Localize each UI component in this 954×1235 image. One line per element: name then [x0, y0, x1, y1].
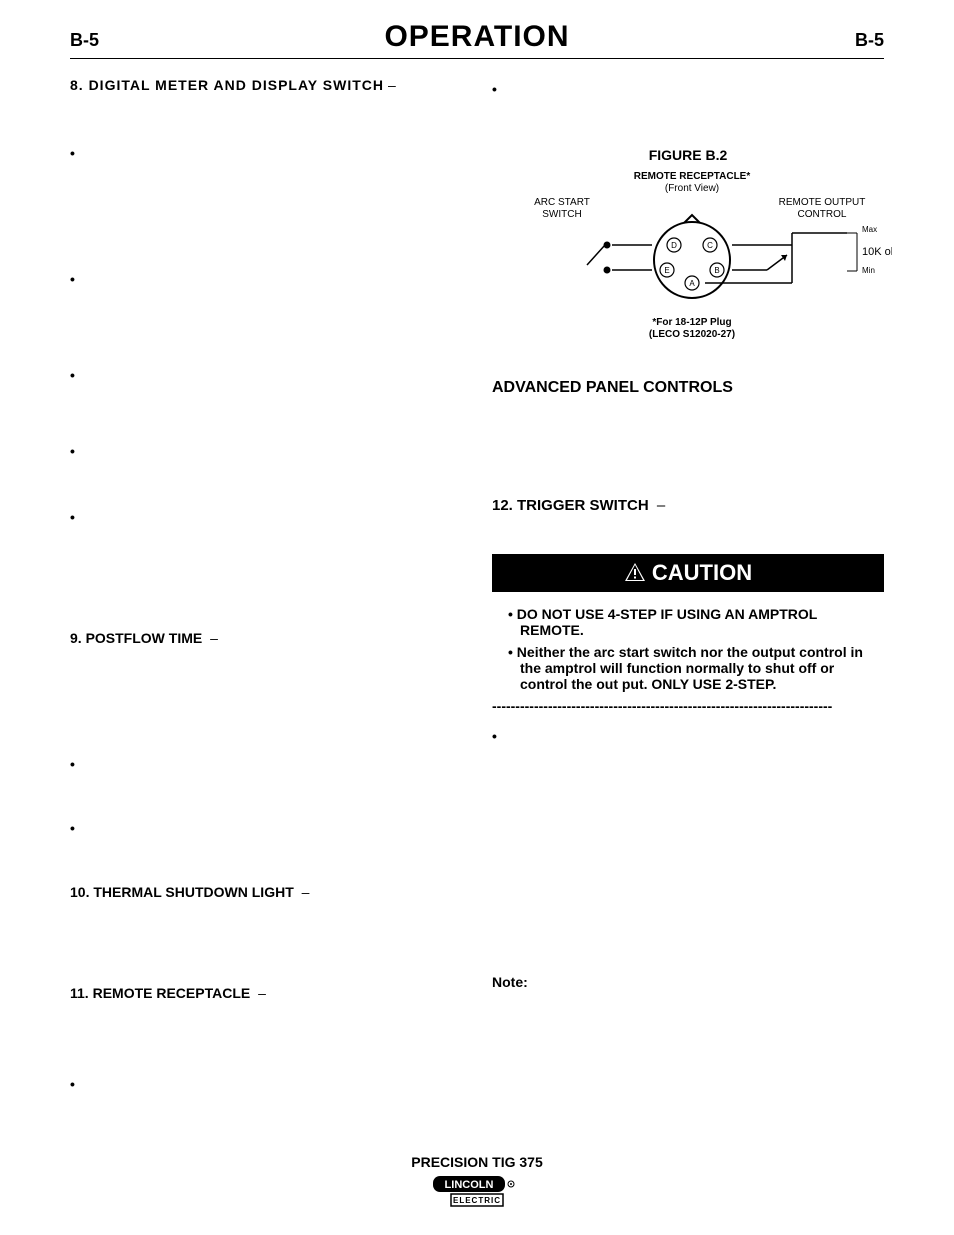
plug-note-2: (LECO S12020-27) — [649, 329, 735, 340]
svg-text:E: E — [664, 266, 669, 275]
list-item — [70, 145, 462, 161]
list-item — [70, 1076, 462, 1092]
svg-text:C: C — [707, 241, 713, 250]
front-view-label: (Front View) — [665, 183, 719, 194]
list-item — [70, 443, 462, 459]
arc-start-label: ARC START — [534, 197, 590, 208]
max-label: Max — [862, 225, 877, 234]
plug-note-1: *For 18-12P Plug — [652, 317, 731, 328]
list-item — [70, 367, 462, 383]
caution-label: CAUTION — [652, 560, 752, 585]
header-left: B-5 — [70, 30, 99, 51]
note-label: Note: — [492, 974, 884, 990]
page-header: B-5 OPERATION B-5 — [70, 20, 884, 59]
section-11-heading: 11. REMOTE RECEPTACLE — [70, 985, 462, 1001]
min-label: Min — [862, 266, 875, 275]
list-item — [70, 509, 462, 525]
section-8-bullets — [70, 145, 462, 525]
caution-bar: CAUTION — [492, 554, 884, 592]
list-item — [70, 756, 462, 772]
section-9-bullets — [70, 756, 462, 836]
ohm-label: 10K ohm — [862, 246, 892, 258]
section-9-heading: 9. POSTFLOW TIME — [70, 630, 462, 646]
switch-label: SWITCH — [542, 209, 581, 220]
list-item — [70, 820, 462, 836]
header-right: B-5 — [855, 30, 884, 51]
post-caution-bullet: • — [492, 728, 884, 744]
header-title: OPERATION — [384, 20, 569, 54]
section-10-heading: 10. THERMAL SHUTDOWN LIGHT — [70, 884, 462, 900]
section-8-heading: 8. DIGITAL METER AND DISPLAY SWITCH — [70, 77, 397, 93]
section-11-bullets — [70, 1076, 462, 1092]
page: B-5 OPERATION B-5 8. DIGITAL METER AND D… — [0, 0, 954, 1235]
remote-output-label: REMOTE OUTPUT — [779, 197, 866, 208]
remote-receptacle-diagram: REMOTE RECEPTACLE* (Front View) ARC STAR… — [492, 165, 892, 355]
control-label: CONTROL — [798, 209, 847, 220]
caution-line-1: • DO NOT USE 4-STEP IF USING AN AMPTROL … — [508, 606, 884, 638]
section-12-heading: 12. TRIGGER SWITCH — [492, 497, 884, 514]
advanced-panel-heading: ADVANCED PANEL CONTROLS — [492, 379, 884, 397]
svg-text:LINCOLN: LINCOLN — [445, 1179, 494, 1191]
svg-text:A: A — [689, 279, 695, 288]
warning-icon — [624, 562, 646, 582]
figure-caption: FIGURE B.2 — [492, 147, 884, 163]
lincoln-electric-logo: LINCOLN ELECTRIC — [431, 1174, 523, 1208]
svg-text:B: B — [714, 266, 719, 275]
right-column: • FIGURE B.2 REMOTE RECEPTACLE* (Front V… — [492, 77, 884, 1092]
left-column: 8. DIGITAL METER AND DISPLAY SWITCH 9. P… — [70, 77, 462, 1092]
caution-line-2: • Neither the arc start switch nor the o… — [508, 644, 884, 692]
list-item — [70, 271, 462, 287]
caution-list: • DO NOT USE 4-STEP IF USING AN AMPTROL … — [492, 606, 884, 692]
footer-product: PRECISION TIG 375 — [0, 1154, 954, 1170]
receptacle-label: REMOTE RECEPTACLE* — [634, 171, 751, 182]
svg-text:ELECTRIC: ELECTRIC — [453, 1196, 501, 1205]
content-columns: 8. DIGITAL METER AND DISPLAY SWITCH 9. P… — [70, 77, 884, 1092]
svg-text:D: D — [671, 241, 677, 250]
top-bullet: • — [492, 81, 884, 97]
caution-separator: ----------------------------------------… — [492, 698, 884, 714]
page-footer: PRECISION TIG 375 LINCOLN ELECTRIC — [0, 1154, 954, 1213]
